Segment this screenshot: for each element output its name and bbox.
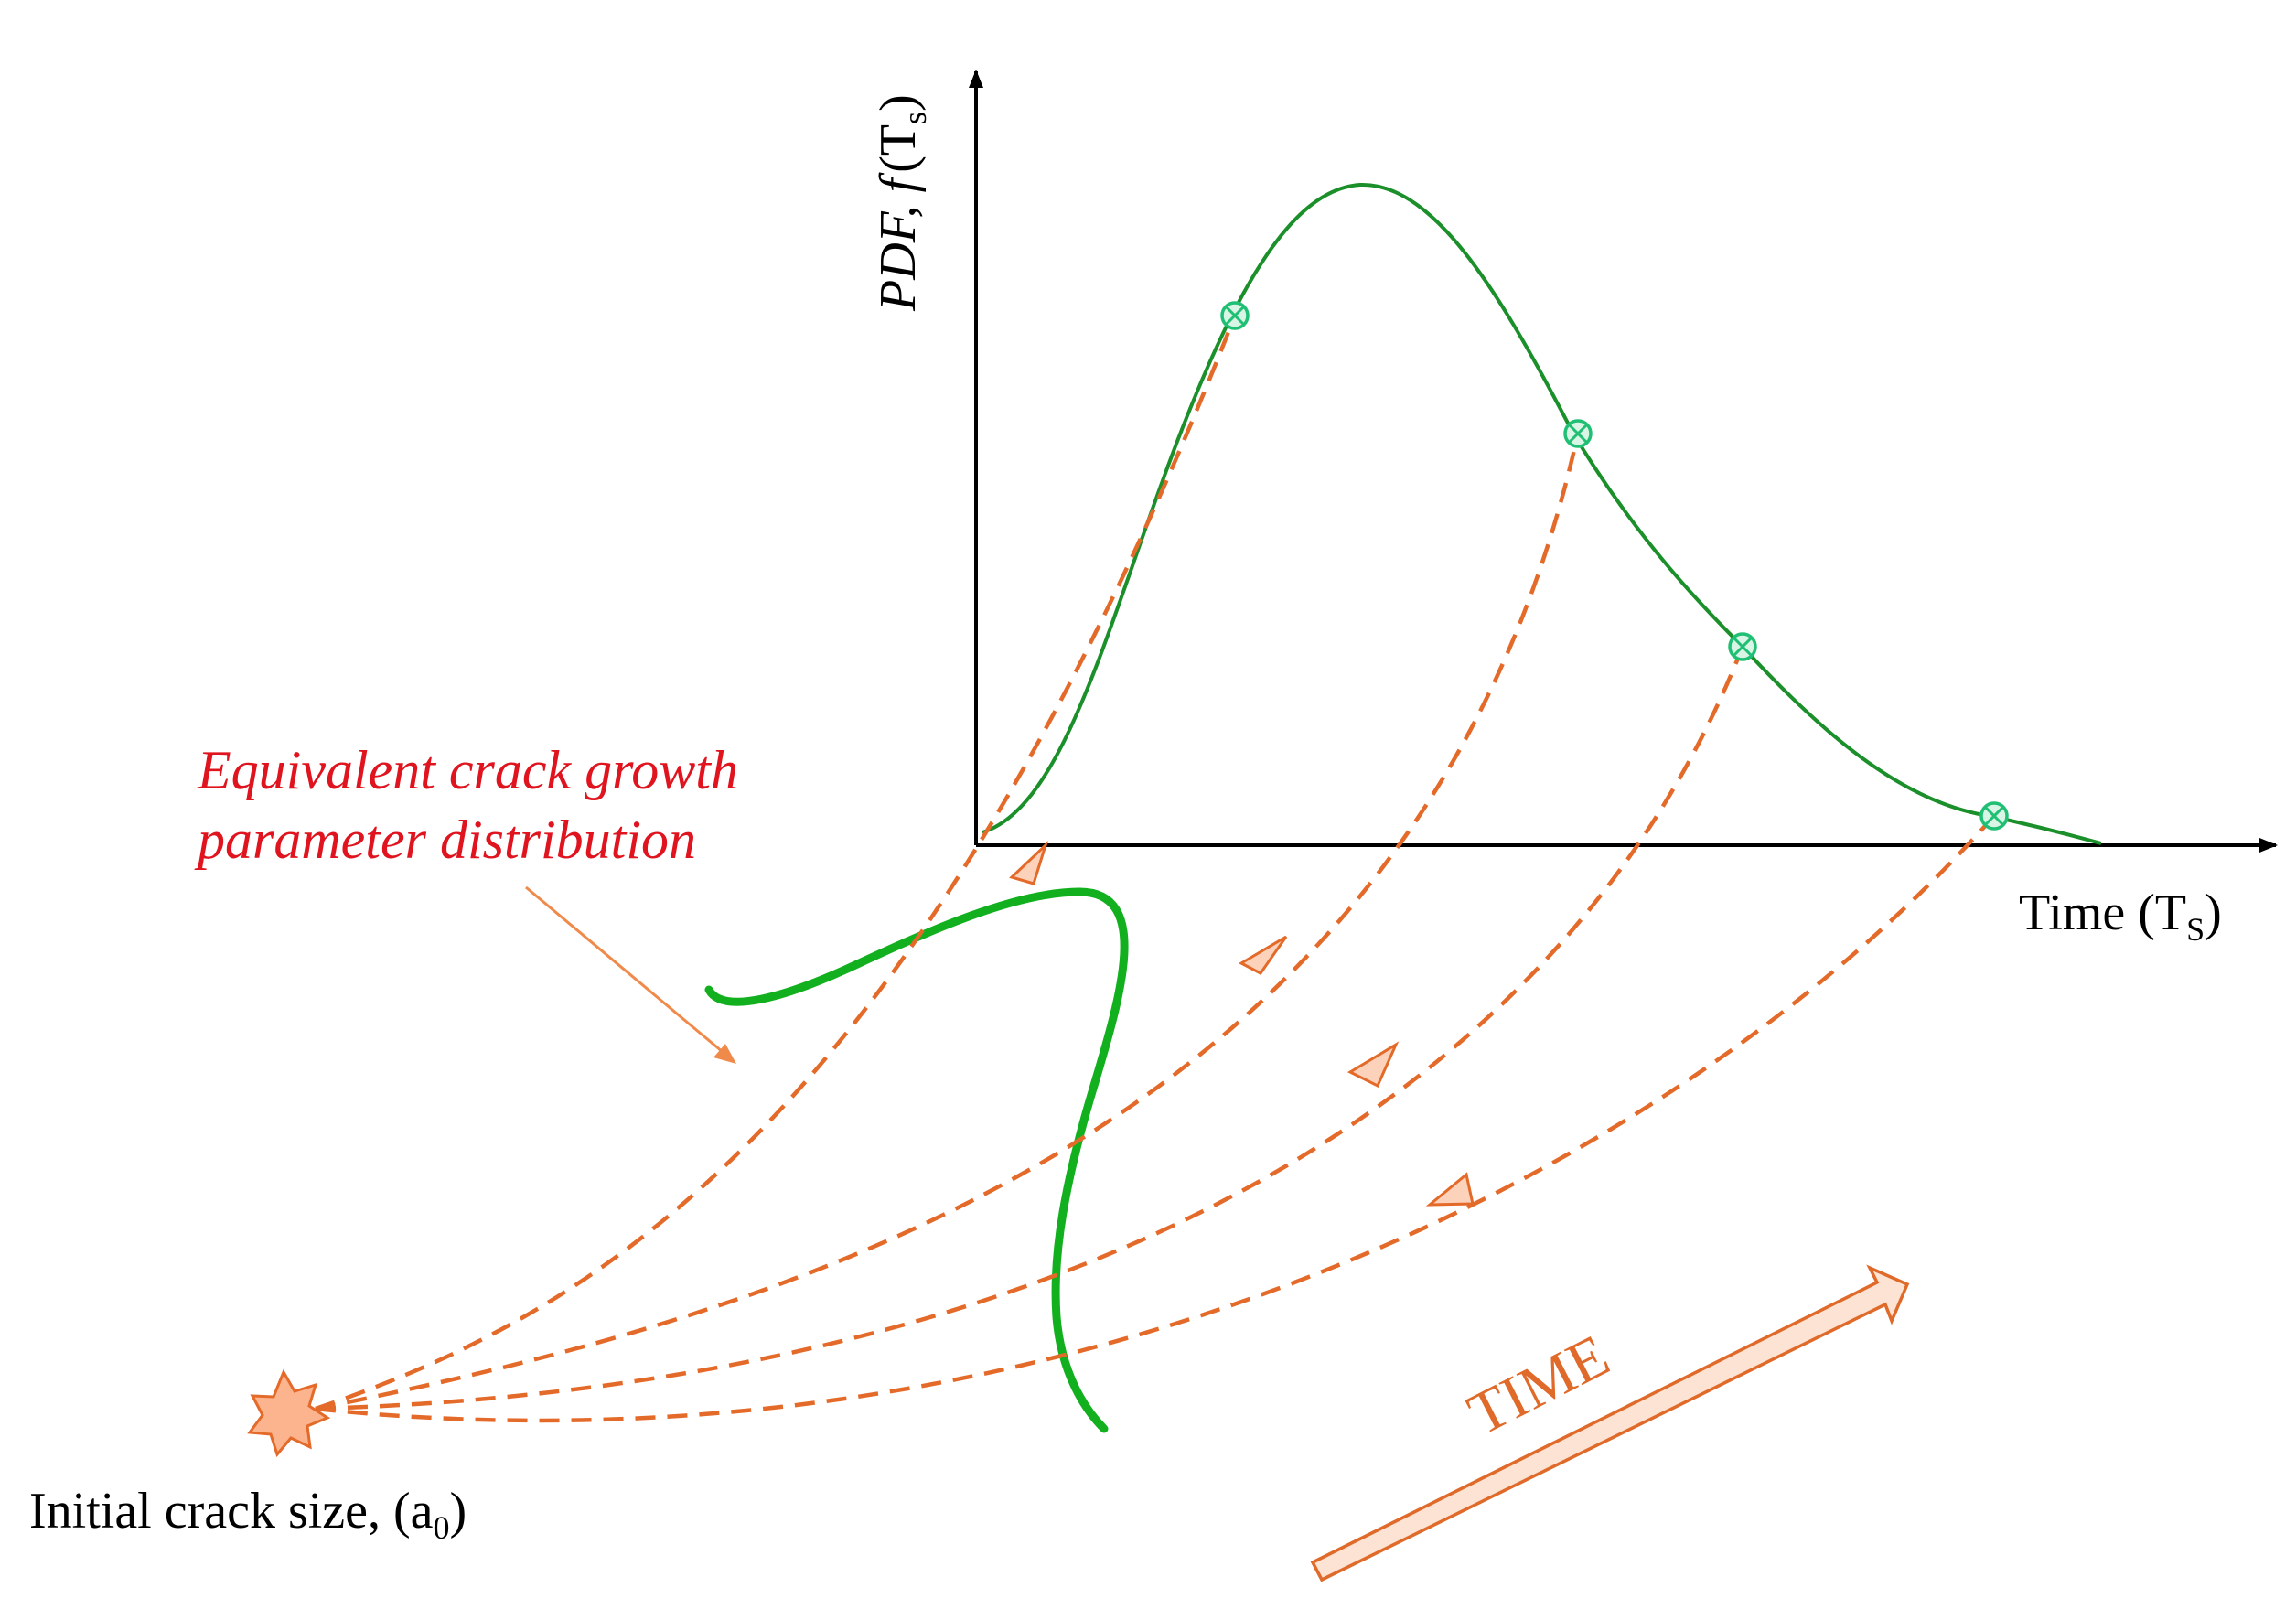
- growth-path-4: [315, 814, 1996, 1423]
- pdf-marker-1: [1220, 301, 1250, 330]
- y-axis-label: PDF, f(Ts): [870, 94, 933, 312]
- pdf-curve: [982, 182, 2102, 845]
- growth-path-4-arrow: [1425, 1172, 1475, 1207]
- pdf-marker-4: [1979, 801, 2009, 831]
- growth-path-2-arrow: [1238, 935, 1288, 975]
- growth-path-1-arrow: [1009, 840, 1049, 885]
- growth-path-2: [315, 433, 1581, 1411]
- distribution-label-line-1: Equivalent crack growth: [197, 740, 738, 800]
- initial-crack-label: Initial crack size, (a0): [29, 1483, 467, 1546]
- growth-path-3-arrow: [1346, 1041, 1400, 1089]
- distribution-label: Equivalent crack growth parameter distri…: [194, 740, 752, 870]
- x-axis-label: Time (TS): [2019, 885, 2222, 948]
- pdf-marker-2: [1563, 419, 1593, 448]
- growth-path-3: [315, 646, 1745, 1411]
- distribution-pointer-line: [525, 885, 724, 1054]
- growth-path-1: [315, 315, 1238, 1411]
- pdf-marker-3: [1728, 632, 1757, 661]
- initial-crack-star-icon: [247, 1368, 331, 1458]
- time-arrow: [1310, 1264, 1910, 1582]
- distribution-label-line-2: parameter distribution: [194, 810, 696, 870]
- parameter-distribution-curve: [704, 887, 1129, 1433]
- distribution-pointer-arrowhead: [713, 1044, 736, 1064]
